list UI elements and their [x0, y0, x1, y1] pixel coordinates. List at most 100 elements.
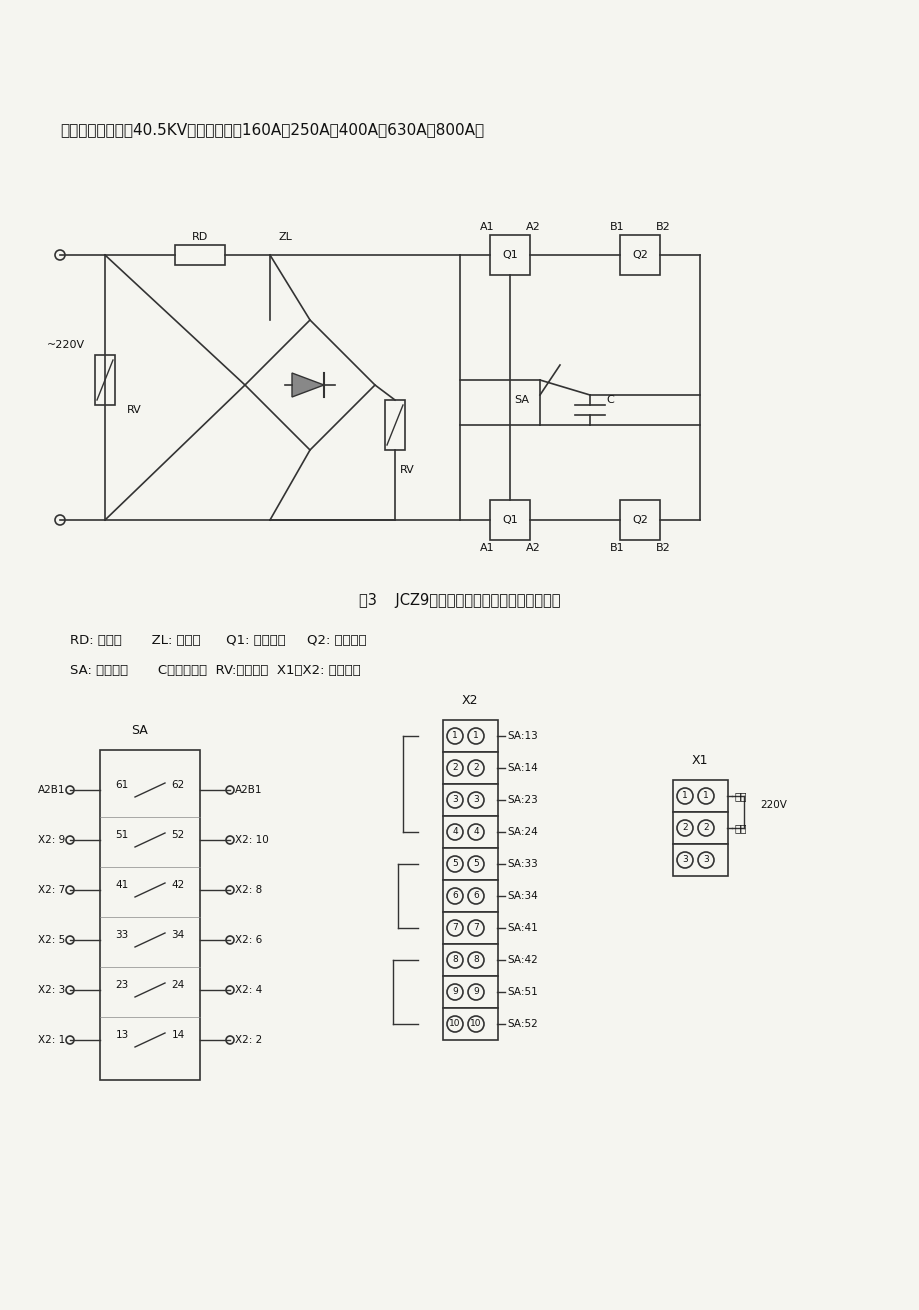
Bar [443, 880, 497, 912]
Text: B2: B2 [655, 544, 670, 553]
Text: 23: 23 [115, 980, 129, 990]
Circle shape [447, 793, 462, 808]
Circle shape [226, 786, 233, 794]
Bar [443, 721, 497, 752]
Text: SA:33: SA:33 [506, 859, 538, 869]
Circle shape [66, 986, 74, 994]
Text: 13: 13 [115, 1030, 129, 1040]
Text: 正极: 正极 [734, 791, 746, 800]
Circle shape [676, 820, 692, 836]
Circle shape [55, 515, 65, 525]
Text: 7: 7 [472, 924, 479, 933]
Circle shape [447, 1017, 462, 1032]
Text: Q2: Q2 [631, 250, 647, 259]
Text: 5: 5 [451, 859, 458, 869]
Bar [673, 812, 727, 844]
Circle shape [55, 250, 65, 259]
Bar [443, 848, 497, 880]
Circle shape [447, 855, 462, 872]
Circle shape [447, 920, 462, 937]
Text: 6: 6 [472, 892, 479, 900]
Text: 52: 52 [171, 831, 185, 840]
Polygon shape [244, 320, 375, 451]
Text: 34: 34 [171, 930, 185, 941]
Text: 负极: 负极 [734, 823, 746, 833]
Text: B1: B1 [609, 544, 624, 553]
Text: 7: 7 [451, 924, 458, 933]
Bar [490, 234, 529, 275]
Text: SA:14: SA:14 [506, 762, 538, 773]
Text: 产品分额定电压为40.5KV，额定电流为160A、250A、400A、630A、800A。: 产品分额定电压为40.5KV，额定电流为160A、250A、400A、630A、… [60, 123, 483, 138]
Text: 4: 4 [472, 828, 478, 837]
Bar [175, 245, 225, 265]
Circle shape [447, 952, 462, 968]
Text: 图3    JCZ9系列电保持型二次回路工作原理图: 图3 JCZ9系列电保持型二次回路工作原理图 [358, 592, 561, 608]
Text: RD: 熔断器       ZL: 整流桥      Q1: 启动线圈     Q2: 维持线圈: RD: 熔断器 ZL: 整流桥 Q1: 启动线圈 Q2: 维持线圈 [70, 634, 367, 647]
Circle shape [447, 824, 462, 840]
Circle shape [698, 852, 713, 869]
Bar [443, 912, 497, 945]
Text: SA:23: SA:23 [506, 795, 538, 806]
Bar [443, 945, 497, 976]
Text: A2: A2 [525, 221, 539, 232]
Circle shape [468, 793, 483, 808]
Text: X2: 1: X2: 1 [38, 1035, 65, 1045]
Text: ZL: ZL [278, 232, 291, 242]
Text: C: C [606, 396, 613, 405]
Circle shape [468, 920, 483, 937]
Text: A2: A2 [525, 544, 539, 553]
Text: 9: 9 [451, 988, 458, 997]
Text: B1: B1 [609, 221, 624, 232]
Circle shape [447, 760, 462, 776]
Circle shape [66, 886, 74, 893]
Circle shape [468, 728, 483, 744]
Text: A1: A1 [479, 544, 494, 553]
Text: 9: 9 [472, 988, 479, 997]
Text: X2: 6: X2: 6 [234, 935, 262, 945]
Text: X2: 7: X2: 7 [38, 886, 65, 895]
Circle shape [66, 1036, 74, 1044]
Circle shape [468, 952, 483, 968]
Text: 62: 62 [171, 779, 185, 790]
Text: X2: 2: X2: 2 [234, 1035, 262, 1045]
Text: RV: RV [127, 405, 142, 415]
Text: 14: 14 [171, 1030, 185, 1040]
Text: SA:51: SA:51 [506, 986, 538, 997]
Text: 61: 61 [115, 779, 129, 790]
Text: 3: 3 [681, 855, 687, 865]
Text: SA:13: SA:13 [506, 731, 538, 741]
Bar [443, 783, 497, 816]
Text: 41: 41 [115, 880, 129, 889]
Text: SA:52: SA:52 [506, 1019, 538, 1028]
Text: X2: 10: X2: 10 [234, 834, 268, 845]
Text: Q1: Q1 [502, 250, 517, 259]
Circle shape [676, 852, 692, 869]
Bar [443, 976, 497, 1007]
Text: A2B1: A2B1 [234, 785, 262, 795]
Text: 1: 1 [681, 791, 687, 800]
Text: 3: 3 [472, 795, 479, 804]
Text: 1: 1 [451, 731, 458, 740]
Circle shape [226, 937, 233, 945]
Text: 51: 51 [115, 831, 129, 840]
Bar [384, 400, 404, 451]
Circle shape [468, 888, 483, 904]
Text: B2: B2 [655, 221, 670, 232]
Text: RV: RV [400, 465, 414, 476]
Text: X1: X1 [691, 753, 708, 766]
Text: 2: 2 [682, 824, 687, 832]
Text: SA: SA [131, 723, 148, 736]
Text: 3: 3 [702, 855, 709, 865]
Text: 10: 10 [470, 1019, 482, 1028]
Circle shape [447, 888, 462, 904]
Text: 2: 2 [452, 764, 458, 773]
Text: 5: 5 [472, 859, 479, 869]
Text: RD: RD [192, 232, 208, 242]
Text: 24: 24 [171, 980, 185, 990]
Bar [619, 500, 659, 540]
Text: 1: 1 [472, 731, 479, 740]
Text: SA: SA [514, 396, 529, 405]
Circle shape [66, 836, 74, 844]
Text: X2: 3: X2: 3 [38, 985, 65, 996]
Text: 2: 2 [702, 824, 708, 832]
